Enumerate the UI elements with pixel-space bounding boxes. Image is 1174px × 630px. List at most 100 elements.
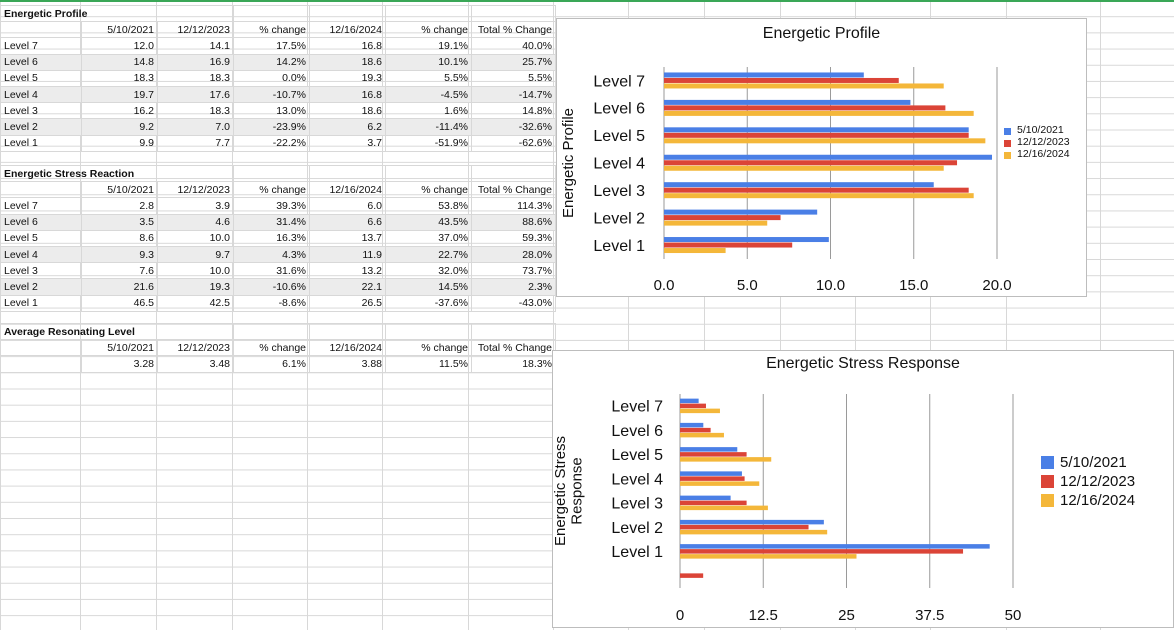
bar[interactable] — [664, 154, 993, 160]
bar[interactable] — [664, 99, 911, 105]
table-cell[interactable]: 0.0% — [233, 69, 310, 87]
table-cell[interactable]: 32.0% — [385, 262, 472, 280]
table-cell[interactable]: 42.5 — [157, 294, 234, 312]
bar[interactable] — [664, 160, 958, 166]
header-cell[interactable]: 12/12/2023 — [157, 21, 234, 39]
table-cell[interactable]: 3.48 — [157, 355, 234, 373]
table-cell[interactable]: 10.1% — [385, 53, 472, 71]
header-cell[interactable]: 12/16/2024 — [309, 339, 386, 357]
table-cell[interactable]: 17.5% — [233, 37, 310, 55]
table-cell[interactable]: 11.5% — [385, 355, 472, 373]
table-cell[interactable]: 18.3 — [157, 69, 234, 87]
header-cell[interactable]: 5/10/2021 — [81, 181, 158, 199]
table-cell[interactable]: 13.0% — [233, 102, 310, 120]
bar[interactable] — [680, 408, 720, 414]
table-cell[interactable]: 14.5% — [385, 278, 472, 296]
bar[interactable] — [664, 193, 974, 199]
table-cell[interactable]: -22.2% — [233, 134, 310, 152]
table-title[interactable]: Energetic Profile — [0, 4, 234, 23]
bar[interactable] — [680, 544, 990, 549]
header-cell[interactable]: % change — [233, 181, 310, 199]
table-cell[interactable]: -10.6% — [233, 278, 310, 296]
row-label-cell[interactable]: Level 6 — [0, 53, 82, 71]
header-cell[interactable]: 12/16/2024 — [309, 181, 386, 199]
header-cell[interactable]: 5/10/2021 — [81, 21, 158, 39]
table-cell[interactable]: 16.3% — [233, 229, 310, 247]
table-cell[interactable]: 7.7 — [157, 134, 234, 152]
table-cell[interactable]: 26.5 — [309, 294, 386, 312]
bar[interactable] — [680, 471, 742, 476]
table-cell[interactable]: 16.8 — [309, 37, 386, 55]
table-cell[interactable]: 12.0 — [81, 37, 158, 55]
table-cell[interactable]: 88.6% — [471, 213, 556, 231]
table-cell[interactable]: 14.1 — [157, 37, 234, 55]
table-cell[interactable]: 17.6 — [157, 85, 234, 104]
table-cell[interactable]: 53.8% — [385, 197, 472, 215]
table-cell[interactable]: 114.3% — [471, 197, 556, 215]
table-cell[interactable]: -43.0% — [471, 294, 556, 312]
bar[interactable] — [664, 209, 818, 215]
table-cell[interactable]: 19.7 — [81, 85, 158, 104]
header-cell[interactable]: % change — [385, 21, 472, 39]
bar[interactable] — [680, 476, 745, 481]
table-cell[interactable]: 25.7% — [471, 53, 556, 71]
row-label-cell[interactable]: Level 4 — [0, 85, 82, 104]
table-cell[interactable]: 5.5% — [385, 69, 472, 87]
bar[interactable] — [664, 77, 899, 83]
row-label-cell[interactable]: Level 1 — [0, 134, 82, 152]
table-cell[interactable]: 73.7% — [471, 262, 556, 280]
table-cell[interactable]: 46.5 — [81, 294, 158, 312]
row-label-cell[interactable]: Level 3 — [0, 102, 82, 120]
bar[interactable] — [664, 105, 946, 111]
bar[interactable] — [664, 248, 726, 254]
bar[interactable] — [664, 182, 934, 188]
table-cell[interactable]: 9.3 — [81, 245, 158, 264]
table-title[interactable]: Energetic Stress Reaction — [0, 164, 234, 183]
row-label-cell[interactable]: Level 1 — [0, 294, 82, 312]
table-cell[interactable]: 14.2% — [233, 53, 310, 71]
table-cell[interactable]: 21.6 — [81, 278, 158, 296]
bar[interactable] — [664, 165, 944, 171]
bar[interactable] — [664, 110, 974, 116]
header-cell[interactable]: Total % Change — [471, 21, 556, 39]
bar[interactable] — [680, 519, 824, 525]
bar[interactable] — [680, 505, 768, 511]
table-cell[interactable]: 16.9 — [157, 53, 234, 71]
table-cell[interactable]: 6.1% — [233, 355, 310, 373]
bar[interactable] — [680, 447, 738, 452]
table-cell[interactable]: 6.2 — [309, 118, 386, 136]
bar[interactable] — [680, 500, 747, 506]
table-cell[interactable]: 9.7 — [157, 245, 234, 264]
bar[interactable] — [664, 127, 969, 133]
row-label-cell[interactable]: Level 3 — [0, 262, 82, 280]
table-cell[interactable]: 13.7 — [309, 229, 386, 247]
bar[interactable] — [680, 529, 828, 535]
bar[interactable] — [680, 549, 964, 554]
table-cell[interactable]: 2.8 — [81, 197, 158, 215]
bar[interactable] — [664, 83, 944, 89]
table-cell[interactable]: 8.6 — [81, 229, 158, 247]
table-cell[interactable]: -4.5% — [385, 85, 472, 104]
table-cell[interactable]: 59.3% — [471, 229, 556, 247]
bar[interactable] — [680, 573, 704, 578]
bar[interactable] — [664, 242, 793, 248]
bar[interactable] — [680, 452, 747, 457]
table-cell[interactable]: -8.6% — [233, 294, 310, 312]
table-cell[interactable]: 3.28 — [81, 355, 158, 373]
bar[interactable] — [680, 422, 704, 428]
bar[interactable] — [680, 554, 857, 559]
row-label-cell[interactable]: Level 2 — [0, 118, 82, 136]
table-cell[interactable]: 16.8 — [309, 85, 386, 104]
bar[interactable] — [664, 187, 969, 193]
table-cell[interactable]: 10.0 — [157, 262, 234, 280]
table-cell[interactable]: -32.6% — [471, 118, 556, 136]
table-cell[interactable]: 19.3 — [309, 69, 386, 87]
table-cell[interactable]: 10.0 — [157, 229, 234, 247]
table-cell[interactable]: 11.9 — [309, 245, 386, 264]
table-cell[interactable]: 16.2 — [81, 102, 158, 120]
table-cell[interactable]: 3.9 — [157, 197, 234, 215]
table-cell[interactable]: 4.6 — [157, 213, 234, 231]
bar[interactable] — [664, 138, 986, 144]
header-cell[interactable]: 5/10/2021 — [81, 339, 158, 357]
header-cell[interactable]: 12/12/2023 — [157, 181, 234, 199]
